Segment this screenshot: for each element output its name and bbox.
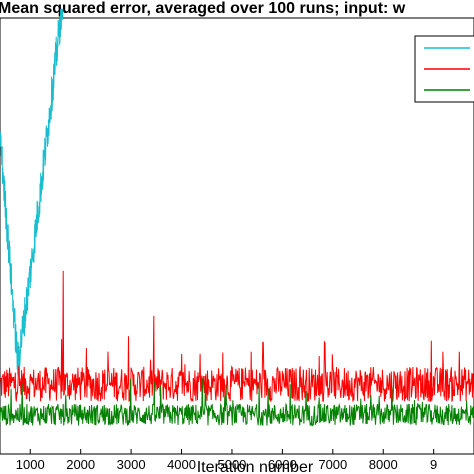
x-tick-label: 9: [430, 457, 437, 472]
series-green-line: [0, 378, 474, 427]
x-tick-label: 5000: [217, 457, 246, 472]
x-axis: 1000 2000 3000 4000 5000 6000 7000 8000 9: [16, 449, 437, 472]
series-layer: [0, 8, 474, 427]
legend: [414, 35, 474, 103]
x-tick-label: 4000: [167, 457, 196, 472]
series-cyan-line: [0, 8, 64, 376]
x-tick-label: 7000: [318, 457, 347, 472]
chart-title: Mean squared error, averaged over 100 ru…: [0, 0, 406, 17]
x-tick-label: 8000: [369, 457, 398, 472]
x-tick-label: 1000: [16, 457, 45, 472]
x-tick-label: 6000: [268, 457, 297, 472]
series-red-line: [0, 270, 474, 403]
x-axis-label: Iteration number: [197, 459, 314, 474]
x-tick-label: 2000: [66, 457, 95, 472]
x-tick-label: 3000: [117, 457, 146, 472]
